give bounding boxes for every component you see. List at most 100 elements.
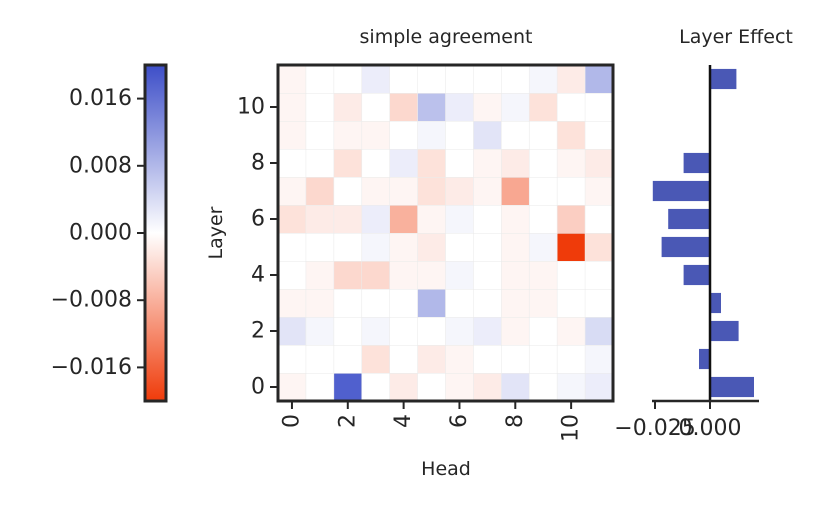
heatmap-cell xyxy=(501,64,530,94)
heatmap-cell xyxy=(445,204,475,234)
heatmap-cell xyxy=(389,148,419,178)
heatmap-cell xyxy=(277,344,307,374)
heatmap-cell xyxy=(473,204,502,234)
heatmap-cell xyxy=(333,372,363,402)
heatmap-cell xyxy=(389,316,419,346)
heatmap-cell xyxy=(584,288,614,318)
heatmap-cell xyxy=(473,120,502,150)
layer-effect-bar xyxy=(710,68,737,90)
heatmap-cell xyxy=(501,204,530,234)
heatmap-cell xyxy=(473,176,502,206)
heatmap-cell xyxy=(305,232,335,262)
heatmap-cell xyxy=(473,64,502,94)
heatmap-x-tick-label: 8 xyxy=(503,414,528,428)
colorbar-tick-label: 0.000 xyxy=(69,221,132,246)
layer-effect-bar xyxy=(710,292,721,314)
colorbar-ticks: 0.016 0.008 0.000 −0.008 −0.016 xyxy=(51,86,145,380)
heatmap-x-tick-label: 4 xyxy=(391,414,416,428)
heatmap-cell xyxy=(333,120,363,150)
layer-effect-bar xyxy=(710,376,754,398)
heatmap-cell xyxy=(445,176,475,206)
heatmap-cell xyxy=(556,372,586,402)
heatmap-cell xyxy=(528,288,558,318)
heatmap-cell xyxy=(528,260,558,290)
heatmap-x-ticks: 0 2 4 6 8 10 xyxy=(279,401,584,442)
heatmap-cell xyxy=(556,148,586,178)
heatmap-y-tick-label: 6 xyxy=(251,207,265,232)
heatmap-cell xyxy=(556,120,586,150)
layer-effect-bar xyxy=(668,208,710,230)
heatmap-cell xyxy=(361,316,391,346)
heatmap-cell xyxy=(305,260,335,290)
heatmap-cell xyxy=(584,204,614,234)
heatmap-cell xyxy=(417,148,447,178)
heatmap-cell xyxy=(361,204,391,234)
heatmap-cell xyxy=(445,120,475,150)
heatmap-y-tick-label: 8 xyxy=(251,151,265,176)
heatmap-cell xyxy=(277,64,307,94)
layer-effect-bar xyxy=(661,236,710,258)
heatmap-cell xyxy=(528,120,558,150)
heatmap-cell xyxy=(333,148,363,178)
heatmap-cell xyxy=(584,316,614,346)
heatmap-cell xyxy=(445,344,475,374)
heatmap-cell xyxy=(584,92,614,122)
heatmap-cell xyxy=(501,260,530,290)
heatmap-cell xyxy=(305,316,335,346)
heatmap-cell xyxy=(277,120,307,150)
heatmap-cell xyxy=(445,64,475,94)
heatmap-cell xyxy=(417,288,447,318)
heatmap-y-ticks: 0 2 4 6 8 10 xyxy=(237,95,278,400)
heatmap-cell xyxy=(473,92,502,122)
heatmap-cell xyxy=(528,92,558,122)
heatmap-cell xyxy=(417,176,447,206)
heatmap-cell xyxy=(417,92,447,122)
heatmap-cell xyxy=(333,64,363,94)
heatmap-cell xyxy=(305,120,335,150)
heatmap-y-label: Layer xyxy=(205,206,227,259)
heatmap-cell xyxy=(361,120,391,150)
heatmap-cell xyxy=(501,316,530,346)
colorbar-tick-label: −0.008 xyxy=(51,288,132,313)
heatmap-cell xyxy=(389,344,419,374)
heatmap-cell xyxy=(445,288,475,318)
heatmap-cell xyxy=(528,176,558,206)
layer-effect-x-tick-label: −0.025 xyxy=(614,416,695,441)
colorbar-gradient xyxy=(143,63,168,403)
heatmap-cell xyxy=(501,232,530,262)
layer-effect-bar xyxy=(652,180,710,202)
heatmap-cells xyxy=(277,64,614,402)
heatmap-cell xyxy=(389,260,419,290)
heatmap-cell xyxy=(556,64,586,94)
heatmap-cell xyxy=(277,232,307,262)
heatmap-cell xyxy=(389,120,419,150)
heatmap-cell xyxy=(333,344,363,374)
heatmap-y-tick-label: 4 xyxy=(251,263,265,288)
heatmap-cell xyxy=(305,148,335,178)
heatmap-cell xyxy=(556,316,586,346)
heatmap-x-tick-label: 2 xyxy=(335,414,360,428)
heatmap-cell xyxy=(333,288,363,318)
heatmap-cell xyxy=(333,260,363,290)
heatmap-cell xyxy=(389,232,419,262)
heatmap-cell xyxy=(417,344,447,374)
heatmap-cell xyxy=(305,204,335,234)
heatmap-cell xyxy=(528,232,558,262)
heatmap-cell xyxy=(361,148,391,178)
heatmap-cell xyxy=(361,372,391,402)
heatmap-cell xyxy=(389,92,419,122)
heatmap-cell xyxy=(333,92,363,122)
heatmap-cell xyxy=(445,316,475,346)
heatmap-cell xyxy=(417,232,447,262)
heatmap-cell xyxy=(445,232,475,262)
heatmap-cell xyxy=(445,260,475,290)
heatmap-cell xyxy=(333,204,363,234)
heatmap-cell xyxy=(277,92,307,122)
heatmap-cell xyxy=(277,204,307,234)
heatmap-cell xyxy=(473,288,502,318)
layer-effect-bar xyxy=(699,348,710,370)
heatmap-cell xyxy=(389,288,419,318)
heatmap-cell xyxy=(473,260,502,290)
heatmap-y-tick-label: 10 xyxy=(237,95,265,120)
